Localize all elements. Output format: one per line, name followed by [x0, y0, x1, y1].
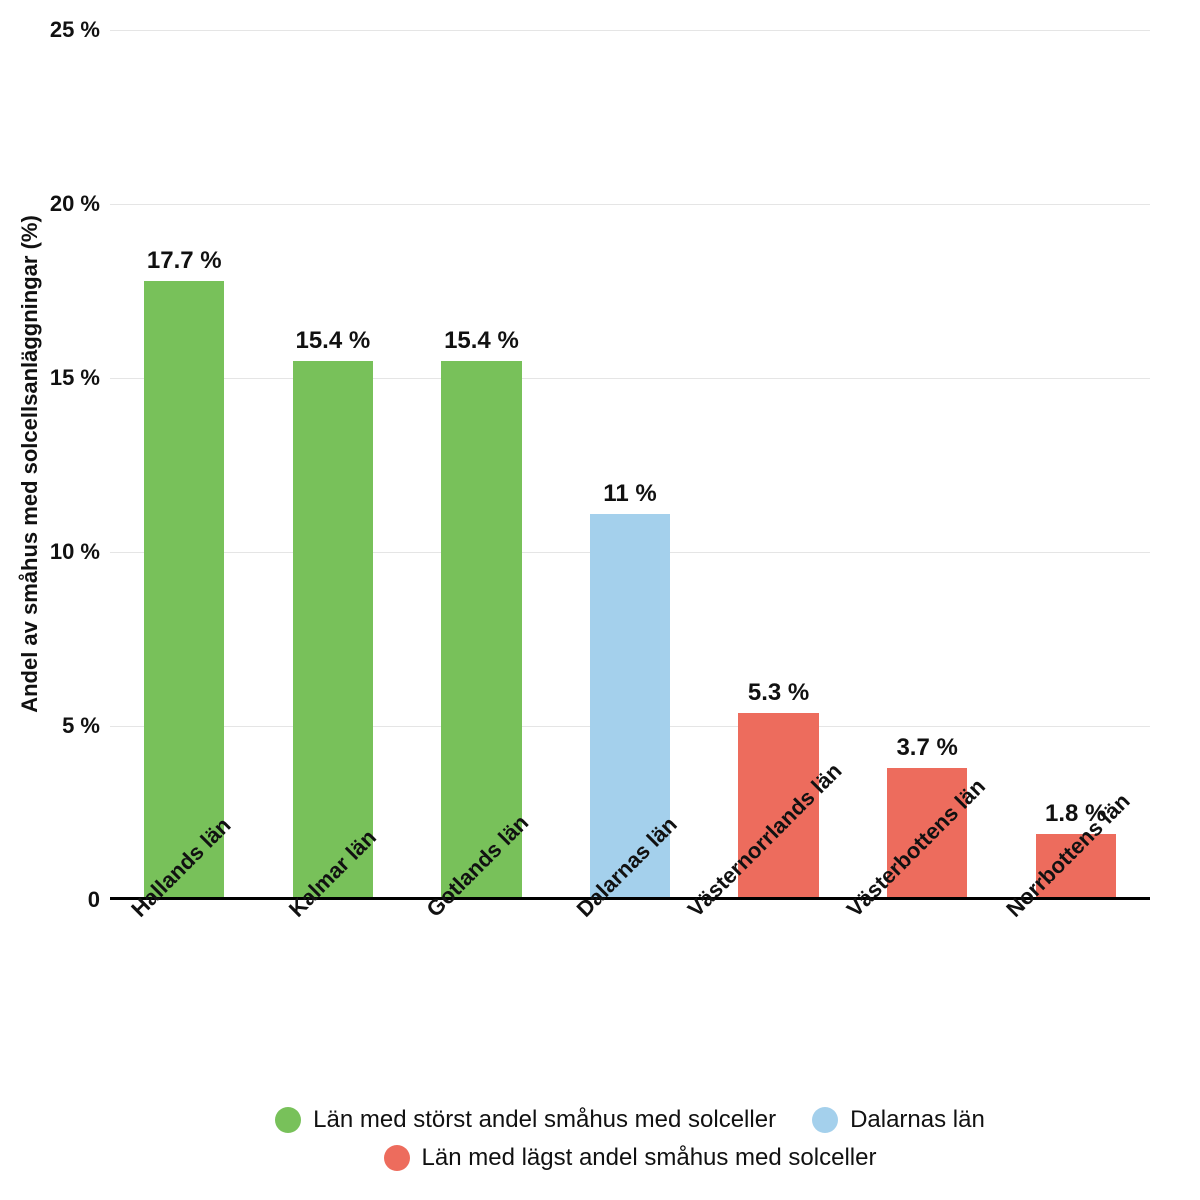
bar-value-label: 15.4 %	[295, 327, 370, 361]
y-tick-label: 5 %	[62, 713, 110, 739]
bar-chart: Andel av småhus med solcellsanläggningar…	[0, 0, 1200, 1200]
bar-value-label: 17.7 %	[147, 247, 222, 281]
legend-label: Dalarnas län	[850, 1106, 985, 1134]
legend: Län med störst andel småhus med solcelle…	[110, 1106, 1150, 1172]
y-tick-label: 15 %	[50, 365, 110, 391]
y-tick-label: 25 %	[50, 17, 110, 43]
bar-value-label: 11 %	[603, 480, 656, 514]
bar-value-label: 15.4 %	[444, 327, 519, 361]
y-tick-label: 10 %	[50, 539, 110, 565]
legend-item: Län med störst andel småhus med solcelle…	[275, 1106, 776, 1134]
legend-swatch	[812, 1107, 838, 1133]
gridline	[110, 30, 1150, 31]
plot-area: Andel av småhus med solcellsanläggningar…	[110, 30, 1150, 900]
y-tick-label: 0	[88, 887, 110, 913]
bar-value-label: 5.3 %	[748, 679, 809, 713]
bar: 15.4 %	[293, 361, 373, 897]
gridline	[110, 378, 1150, 379]
legend-swatch	[384, 1145, 410, 1171]
bar: 17.7 %	[144, 281, 224, 897]
legend-label: Län med lägst andel småhus med solceller	[422, 1144, 877, 1172]
bar-value-label: 3.7 %	[896, 734, 957, 768]
legend-item: Län med lägst andel småhus med solceller	[384, 1144, 877, 1172]
legend-label: Län med störst andel småhus med solcelle…	[313, 1106, 776, 1134]
y-axis-label: Andel av småhus med solcellsanläggningar…	[17, 215, 43, 713]
legend-swatch	[275, 1107, 301, 1133]
gridline	[110, 204, 1150, 205]
y-tick-label: 20 %	[50, 191, 110, 217]
legend-item: Dalarnas län	[812, 1106, 985, 1134]
